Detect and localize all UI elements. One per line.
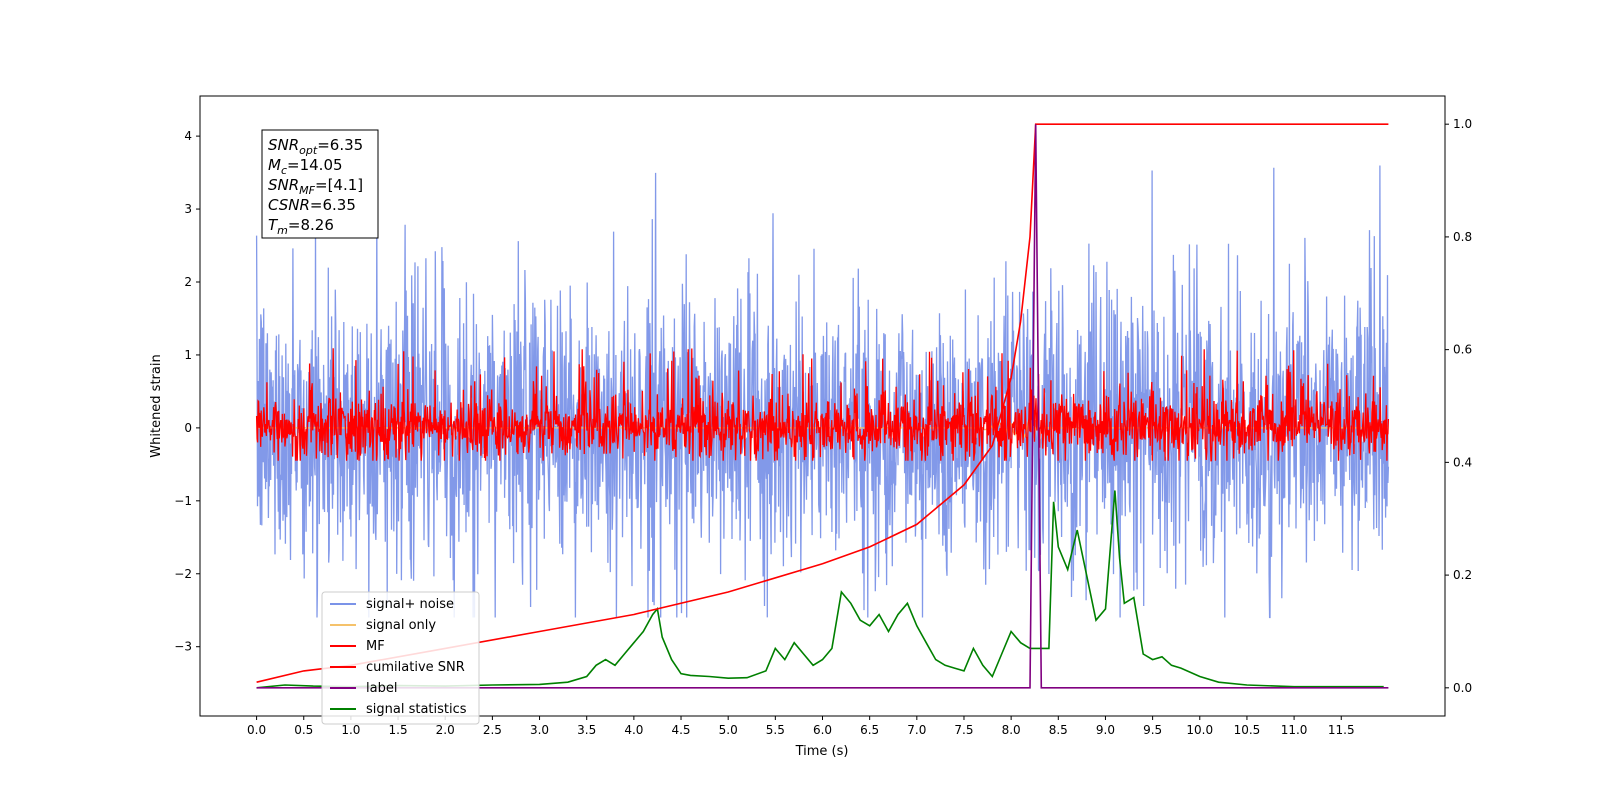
series-signal-statistics (256, 490, 1384, 689)
y2-tick-label: 1.0 (1453, 117, 1472, 131)
x-tick-label: 2.0 (436, 723, 455, 737)
legend-entry: cumilative SNR (366, 660, 465, 675)
x-tick-label: 10.0 (1186, 723, 1213, 737)
legend-entry: signal+ noise (366, 597, 454, 612)
y-axis-right: 1.0 0.8 0.6 0.4 0.2 0.0 (1445, 117, 1472, 695)
y-tick-label: 0 (184, 421, 192, 435)
y-axis-left: 4 3 2 1 0 −1 −2 −3 (174, 129, 200, 654)
x-tick-label: 0.5 (294, 723, 313, 737)
legend: signal+ noise signal only MF cumilative SNR… (321, 591, 480, 725)
x-tick-label: 7.5 (954, 723, 973, 737)
y-tick-label: −3 (174, 640, 192, 654)
annotation-box (261, 129, 379, 239)
x-tick-label: 4.5 (671, 723, 690, 737)
x-axis-label: Time (s) (795, 744, 849, 759)
x-tick-label: 5.5 (766, 723, 785, 737)
x-tick-label: 1.5 (389, 723, 408, 737)
x-tick-label: 8.5 (1049, 723, 1068, 737)
x-tick-label: 5.0 (719, 723, 738, 737)
legend-entry: MF (366, 639, 385, 654)
series-mf (255, 348, 1390, 462)
x-tick-label: 6.0 (813, 723, 832, 737)
x-tick-label: 0.0 (247, 723, 266, 737)
y-axis-label: Whitened strain (149, 354, 164, 457)
y2-tick-label: 0.2 (1453, 568, 1472, 582)
annotation-line: Tm=8.26 (268, 216, 334, 237)
annotation-line: SNRopt=6.35 (268, 136, 363, 157)
x-tick-label: 6.5 (860, 723, 879, 737)
x-tick-label: 8.0 (1002, 723, 1021, 737)
y2-tick-label: 0.0 (1453, 681, 1472, 695)
y-tick-label: 2 (184, 275, 192, 289)
x-tick-label: 3.0 (530, 723, 549, 737)
x-tick-label: 3.5 (577, 723, 596, 737)
x-tick-label: 11.5 (1328, 723, 1355, 737)
y2-tick-label: 0.8 (1453, 230, 1472, 244)
annotation-line: Mc=14.05 (268, 156, 343, 177)
x-tick-label: 9.5 (1143, 723, 1162, 737)
x-tick-label: 11.0 (1281, 723, 1308, 737)
y2-tick-label: 0.4 (1453, 455, 1472, 469)
series-label (256, 124, 1389, 689)
y-tick-label: 4 (184, 129, 192, 143)
annotation-line: CSNR=6.35 (268, 196, 356, 214)
legend-entry: label (366, 681, 397, 696)
legend-entry: signal statistics (366, 702, 467, 717)
x-tick-label: 7.0 (907, 723, 926, 737)
series-layer (255, 123, 1390, 689)
annotation-line: SNRMF=[4.1] (268, 176, 363, 197)
y-tick-label: −2 (174, 567, 192, 581)
x-tick-label: 2.5 (483, 723, 502, 737)
legend-entry: signal only (366, 618, 436, 633)
x-tick-label: 4.0 (624, 723, 643, 737)
x-tick-label: 10.5 (1234, 723, 1261, 737)
x-tick-label: 1.0 (341, 723, 360, 737)
y-tick-label: 1 (184, 348, 192, 362)
y-tick-label: 3 (184, 202, 192, 216)
x-tick-label: 9.0 (1096, 723, 1115, 737)
y2-tick-label: 0.6 (1453, 343, 1472, 357)
y-tick-label: −1 (174, 494, 192, 508)
x-axis: 0.0 0.5 1.0 1.5 2.0 2.5 3.0 3.5 4.0 4.5 5.0 5.5 6.0 6… (247, 716, 1355, 737)
legend-box (321, 591, 480, 725)
